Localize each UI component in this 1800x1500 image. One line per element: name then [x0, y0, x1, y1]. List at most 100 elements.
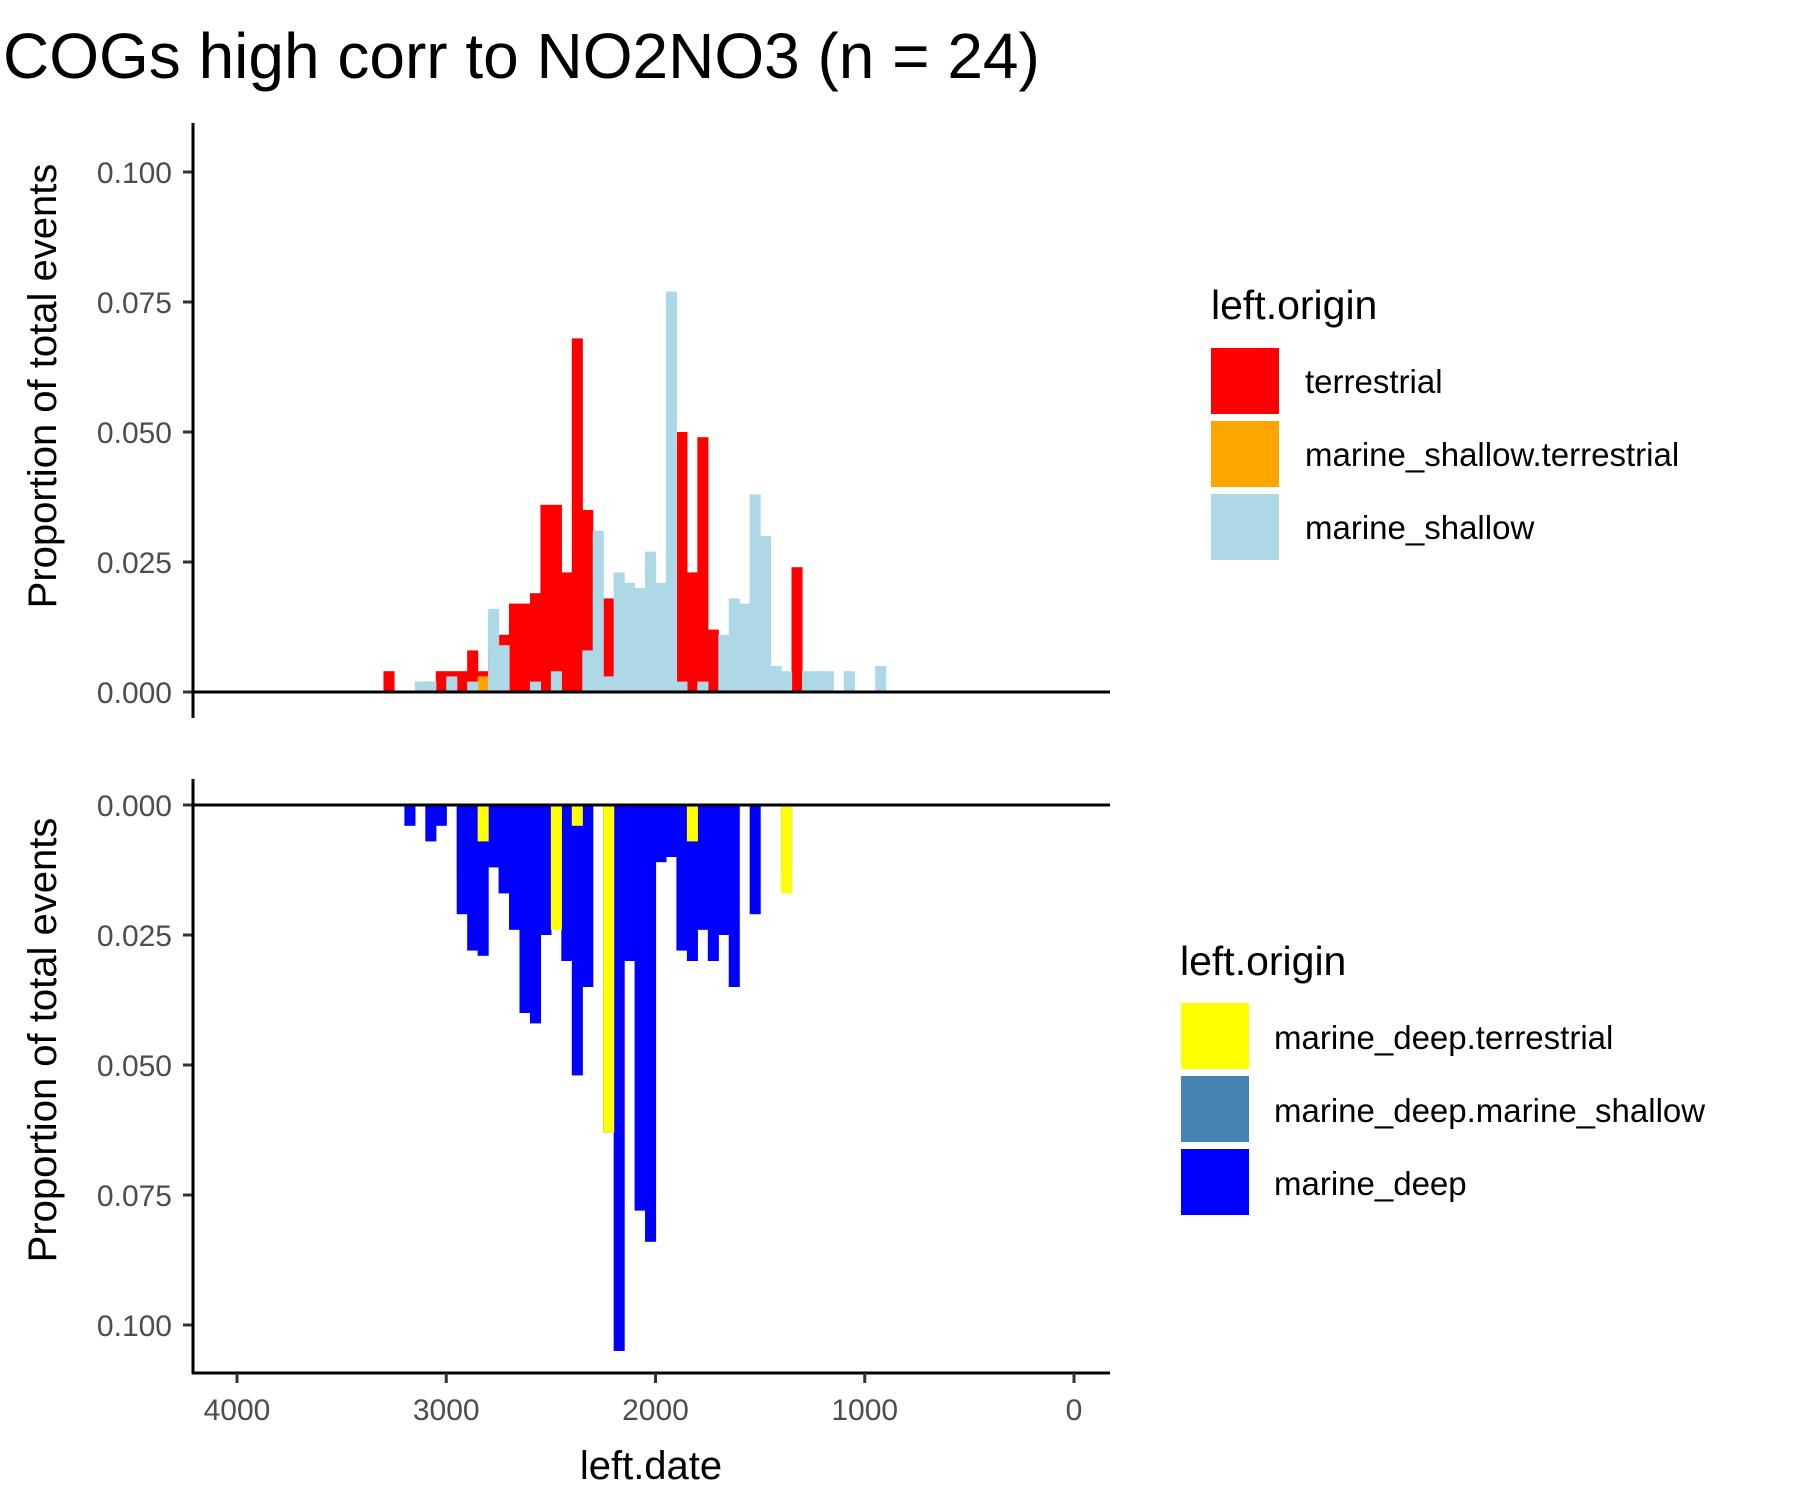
bottom-y-ticks: 0.000 0.025 0.050 0.075 0.100 — [97, 790, 193, 1343]
top-y-axis-label: Proportion of total events — [21, 164, 65, 609]
bar-marine-deep-1875 — [676, 805, 688, 951]
y-tick-label: 0.050 — [97, 417, 172, 450]
bar-marine-deep-1675 — [718, 805, 730, 935]
bar-marine-shallow-2225 — [603, 676, 615, 692]
bar-marine-deep-3175 — [404, 805, 416, 826]
bar-marine-deep-1625 — [728, 805, 740, 987]
chart-title: COGs high corr to NO2NO3 (n = 24) — [3, 20, 1040, 92]
bar-marine-shallow-1375 — [781, 671, 793, 692]
legend-label-marine-deep-marine-shallow: marine_deep.marine_shallow — [1274, 1092, 1705, 1129]
bar-terrestrial-2525 — [540, 504, 552, 692]
bar-marine-deep-2625 — [519, 805, 531, 1013]
bar-marine-deep-1925 — [665, 805, 678, 857]
bar-marine-shallow-1875 — [676, 681, 688, 692]
bar-marine-deep-2325 — [582, 805, 594, 987]
x-tick-label: 4000 — [204, 1394, 271, 1427]
x-axis-ticks: 4000 3000 2000 1000 0 — [204, 1373, 1083, 1427]
bar-marine-deep-2675 — [509, 805, 521, 930]
bottom-panel: Proportion of total events 0.0000.0250.0… — [21, 779, 1110, 1488]
bar-terrestrial-3025 — [435, 671, 447, 692]
bar-marine-deep-2375 — [571, 805, 583, 1076]
bar-marine-deep-2575 — [529, 805, 542, 1024]
x-tick-label: 0 — [1066, 1394, 1083, 1427]
bar-marine-deep-2525 — [540, 805, 552, 935]
bar-marine-shallow-2875 — [467, 681, 479, 692]
bar-marine-deep-3075 — [425, 805, 437, 842]
bar-marine-deep-2175 — [613, 805, 625, 1351]
legend-label-terrestrial: terrestrial — [1305, 363, 1443, 400]
bottom-bars — [404, 805, 793, 1351]
legend-label-marine-shallow: marine_shallow — [1305, 509, 1534, 546]
legend-swatch-marine-shallow-terrestrial — [1211, 421, 1279, 487]
bar-marine-shallow-2575 — [529, 681, 542, 692]
legend-label-marine-deep: marine_deep — [1274, 1165, 1467, 1202]
y-tick-label: 0.000 — [97, 677, 172, 710]
bar-marine-deep-terrestrial-2225 — [603, 805, 615, 1133]
bar-terrestrial-2325 — [582, 510, 594, 692]
top-legend: left.origin terrestrial marine_shallow.t… — [1211, 282, 1679, 560]
bar-marine-shallow-3075 — [425, 681, 437, 692]
y-tick-label: 0.075 — [97, 287, 172, 320]
top-bars — [383, 291, 887, 692]
bar-marine-shallow-1925 — [665, 291, 678, 692]
bar-marine-shallow-1425 — [770, 666, 782, 692]
bar-marine-shallow-1975 — [655, 582, 667, 692]
bar-terrestrial-1725 — [707, 629, 719, 692]
bar-marine-shallow-2775 — [488, 608, 500, 692]
bar-terrestrial-1825 — [686, 572, 698, 692]
bottom-legend-title: left.origin — [1180, 938, 1346, 984]
y-tick-label: 0.025 — [97, 547, 172, 580]
bar-marine-deep-2075 — [634, 805, 646, 1211]
bar-marine-deep-terrestrial-1375 — [781, 805, 793, 894]
bar-marine-shallow-1475 — [760, 536, 772, 692]
y-tick-label: 0.000 — [97, 790, 172, 823]
bar-marine-deep-2825 — [477, 805, 489, 956]
bar-marine-deep-1775 — [697, 805, 709, 930]
bar-terrestrial-2475 — [550, 504, 562, 692]
top-panel: Proportion of total events 0.0000.0250.0… — [21, 123, 1110, 718]
legend-swatch-marine-deep — [1181, 1149, 1249, 1215]
y-tick-label: 0.100 — [97, 157, 172, 190]
top-legend-title: left.origin — [1211, 282, 1377, 328]
bar-marine-shallow-2075 — [634, 588, 646, 692]
bar-terrestrial-1875 — [676, 432, 688, 692]
bar-marine-deep-2125 — [624, 805, 636, 961]
bar-marine-deep-1825 — [686, 805, 698, 961]
bar-terrestrial-3275 — [383, 671, 395, 692]
bottom-legend: left.origin marine_deep.terrestrial mari… — [1180, 938, 1705, 1215]
bar-marine-deep-terrestrial-2825 — [477, 805, 489, 842]
bar-marine-shallow-1275 — [801, 671, 814, 692]
legend-swatch-marine-deep-marine-shallow — [1181, 1076, 1249, 1142]
legend-label-marine-deep-terrestrial: marine_deep.terrestrial — [1274, 1019, 1613, 1056]
top-y-ticks: 0.000 0.025 0.050 0.075 0.100 — [97, 157, 193, 710]
bar-marine-shallow-925 — [875, 666, 887, 692]
bar-terrestrial-2675 — [509, 603, 521, 692]
bar-marine-deep-2425 — [561, 805, 573, 961]
bar-marine-deep-2025 — [645, 805, 657, 1242]
bar-marine-shallow-3125 — [414, 681, 426, 692]
legend-swatch-marine-shallow — [1211, 494, 1279, 560]
bar-terrestrial-2225 — [603, 598, 615, 692]
bar-marine-shallow-2275 — [592, 530, 604, 692]
bar-terrestrial-2425 — [561, 572, 573, 692]
y-tick-label: 0.025 — [97, 920, 172, 953]
bar-terrestrial-1325 — [791, 567, 803, 692]
bar-marine-shallow-1625 — [728, 598, 740, 692]
legend-label-marine-shallow-terrestrial: marine_shallow.terrestrial — [1305, 436, 1679, 473]
bar-marine-shallow-2175 — [613, 572, 625, 692]
x-axis-label: left.date — [580, 1444, 722, 1488]
x-tick-label: 1000 — [831, 1394, 898, 1427]
legend-swatch-terrestrial — [1211, 348, 1279, 414]
x-tick-label: 3000 — [413, 1394, 480, 1427]
bar-marine-shallow-1175 — [822, 671, 834, 692]
bar-terrestrial-2625 — [519, 603, 531, 692]
bar-marine-deep-terrestrial-1825 — [686, 805, 698, 842]
bar-marine-deep-2925 — [456, 805, 468, 915]
bar-marine-deep-1975 — [655, 805, 667, 863]
legend-swatch-marine-deep-terrestrial — [1181, 1003, 1249, 1069]
bar-marine-deep-2725 — [498, 805, 510, 894]
bar-marine-deep-2875 — [467, 805, 479, 951]
bar-marine-shallow-terrestrial-2825 — [477, 676, 489, 692]
bar-marine-shallow-1675 — [718, 634, 730, 692]
